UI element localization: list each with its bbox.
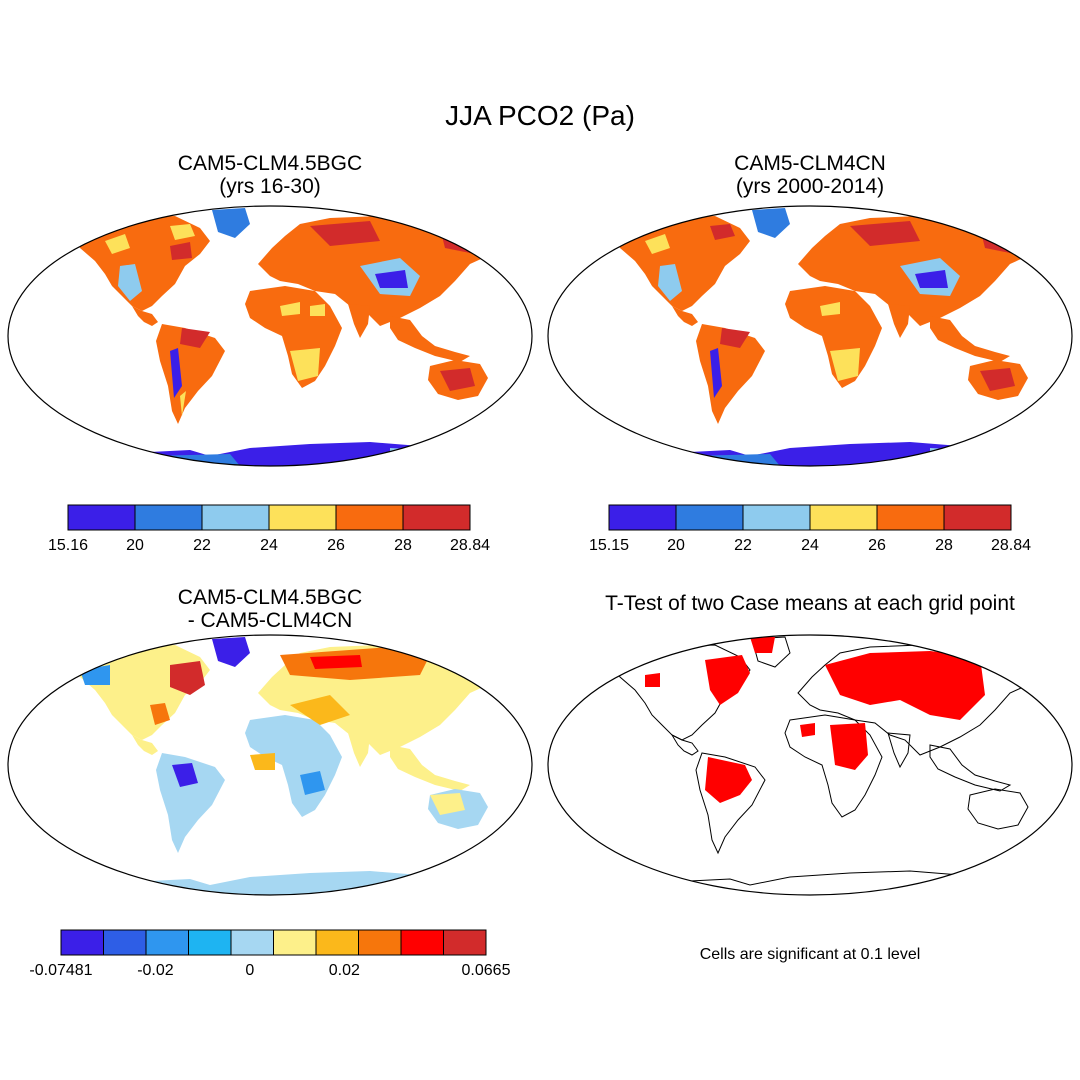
colorbar-panel-1-tick-label: 20 — [126, 537, 144, 554]
colorbar-panel-1-tick-label: 28.84 — [449, 537, 491, 554]
colorbar-panel-3-tick-label: 0 — [245, 962, 255, 979]
colorbar-panel-2-box-2 — [742, 504, 811, 531]
colorbar-panel-2-tick-label: 20 — [667, 537, 685, 554]
colorbar-panel-1-tick-label: 24 — [260, 537, 278, 554]
colorbar-panel-2-tick-label: 22 — [734, 537, 752, 554]
colorbar-panel-2-tick-label: 26 — [868, 537, 886, 554]
colorbar-panel-1-box-1 — [134, 504, 203, 531]
colorbar-panel-1-box-2 — [201, 504, 270, 531]
colorbar-panel-3-box-3 — [188, 929, 232, 956]
panel-1-title-line2: (yrs 16-30) — [219, 175, 321, 198]
colorbar-panel-2-box-1 — [675, 504, 744, 531]
colorbar-panel-3-tick-label: 0.0665 — [461, 962, 511, 979]
map-panel-3 — [7, 634, 533, 896]
colorbar-panel-3-box-4 — [230, 929, 274, 956]
colorbar-panel-1-box-0 — [67, 504, 136, 531]
colorbar-panel-1-box-3 — [268, 504, 337, 531]
colorbar-panel-2-tick-label: 24 — [801, 537, 819, 554]
colorbar-panel-3-box-9 — [443, 929, 487, 956]
colorbar-panel-3-box-8 — [400, 929, 444, 956]
colorbar-panel-2-tick-label: 15.15 — [588, 537, 630, 554]
map-panel-4 — [547, 634, 1073, 896]
colorbar-panel-3-tick-label: 0.02 — [328, 962, 360, 979]
colorbar-panel-1-box-5 — [402, 504, 471, 531]
colorbar-panel-1-tick-label: 28 — [394, 537, 412, 554]
colorbar-panel-2-box-0 — [608, 504, 677, 531]
colorbar-panel-3-box-6 — [315, 929, 359, 956]
colorbar-panel-1-tick-label: 22 — [193, 537, 211, 554]
colorbar-panel-2 — [608, 504, 1012, 531]
panel-3-title-line1: CAM5-CLM4.5BGC — [177, 586, 363, 609]
colorbar-panel-3-box-0 — [60, 929, 104, 956]
panel-4-title: T-Test of two Case means at each grid po… — [540, 592, 1080, 615]
panel-2-title-line1: CAM5-CLM4CN — [734, 152, 886, 175]
panel-2-title: CAM5-CLM4CN (yrs 2000-2014) — [600, 152, 1020, 198]
figure-title: JJA PCO2 (Pa) — [445, 100, 635, 131]
colorbar-panel-3-tick-label: -0.07481 — [29, 962, 93, 979]
colorbar-panel-1 — [67, 504, 471, 531]
colorbar-panel-3 — [60, 929, 487, 956]
colorbar-panel-3-box-2 — [145, 929, 189, 956]
map-panel-2 — [547, 205, 1073, 467]
colorbar-panel-3-box-5 — [273, 929, 317, 956]
colorbar-panel-1-tick-label: 26 — [327, 537, 345, 554]
colorbar-panel-1-tick-label: 15.16 — [47, 537, 89, 554]
colorbar-panel-3-box-7 — [358, 929, 402, 956]
panel-4-title-line1: T-Test of two Case means at each grid po… — [605, 592, 1015, 615]
significance-note: Cells are significant at 0.1 level — [699, 946, 921, 963]
colorbar-panel-2-box-5 — [943, 504, 1012, 531]
colorbar-panel-2-box-3 — [809, 504, 878, 531]
colorbar-panel-3-tick-label: -0.02 — [137, 962, 174, 979]
panel-2-title-line2: (yrs 2000-2014) — [735, 175, 885, 198]
colorbar-panel-3-box-1 — [103, 929, 147, 956]
panel-3-title: CAM5-CLM4.5BGC - CAM5-CLM4CN — [60, 586, 480, 632]
colorbar-panel-2-tick-label: 28.84 — [990, 537, 1032, 554]
panel-1-title-line1: CAM5-CLM4.5BGC — [177, 152, 363, 175]
colorbar-panel-2-tick-label: 28 — [935, 537, 953, 554]
colorbar-panel-1-box-4 — [335, 504, 404, 531]
panel-1-title: CAM5-CLM4.5BGC (yrs 16-30) — [60, 152, 480, 198]
map-panel-1 — [7, 205, 533, 467]
colorbar-panel-2-box-4 — [876, 504, 945, 531]
panel-3-title-line2: - CAM5-CLM4CN — [187, 609, 353, 632]
